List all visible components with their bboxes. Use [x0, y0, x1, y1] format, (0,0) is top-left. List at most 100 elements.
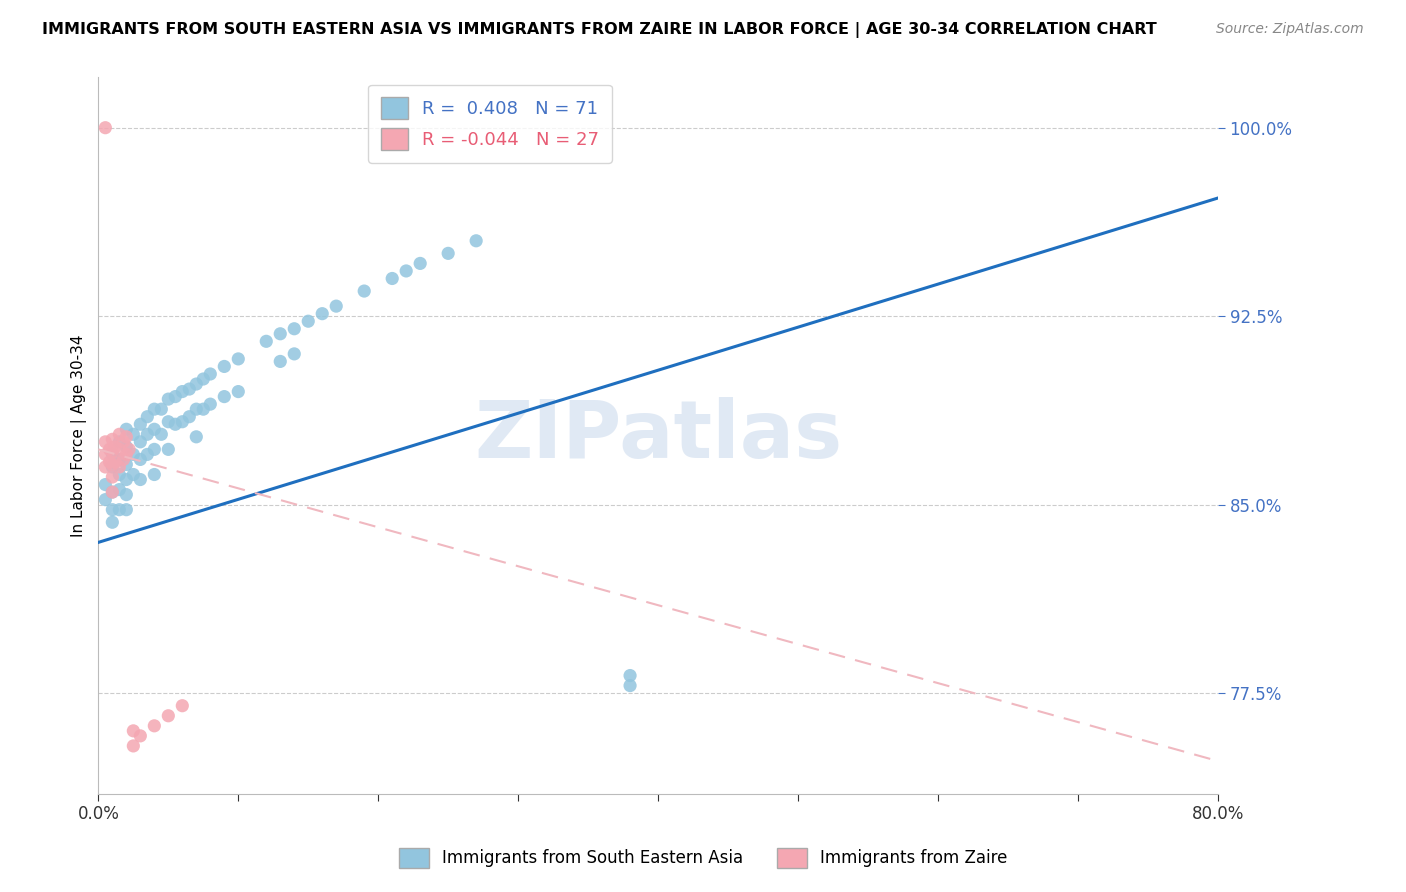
Point [186, 430, 208, 444]
Point [254, 334, 277, 349]
Point [297, 314, 319, 328]
Point [157, 708, 180, 723]
Point [122, 467, 145, 482]
Point [108, 434, 131, 449]
Point [129, 452, 152, 467]
Point [165, 390, 187, 404]
Point [186, 402, 208, 417]
Point [214, 359, 236, 374]
Point [94, 434, 117, 449]
Point [122, 447, 145, 461]
Point [122, 427, 145, 442]
Point [108, 483, 131, 497]
Point [437, 246, 460, 260]
Point [136, 427, 159, 442]
Point [101, 447, 124, 461]
Point [94, 492, 117, 507]
Point [98, 442, 121, 457]
Point [115, 440, 138, 454]
Point [101, 470, 124, 484]
Point [129, 434, 152, 449]
Point [108, 452, 131, 467]
Point [115, 447, 138, 461]
Point [283, 322, 305, 336]
Point [101, 485, 124, 500]
Point [108, 502, 131, 516]
Point [465, 234, 488, 248]
Point [108, 467, 131, 482]
Point [101, 433, 124, 447]
Point [409, 256, 432, 270]
Point [101, 502, 124, 516]
Point [104, 455, 127, 469]
Point [619, 668, 641, 682]
Point [108, 427, 131, 442]
Point [112, 452, 135, 467]
Point [172, 698, 194, 713]
Point [98, 455, 121, 469]
Point [157, 392, 180, 406]
Point [226, 351, 249, 366]
Point [108, 460, 131, 475]
Point [115, 458, 138, 472]
Point [129, 417, 152, 432]
Point [94, 120, 117, 135]
Point [157, 415, 180, 429]
Legend: Immigrants from South Eastern Asia, Immigrants from Zaire: Immigrants from South Eastern Asia, Immi… [392, 841, 1014, 875]
Point [165, 417, 187, 432]
Point [150, 427, 173, 442]
Point [200, 397, 222, 411]
Point [395, 264, 418, 278]
Point [94, 460, 117, 475]
Legend: R =  0.408   N = 71, R = -0.044   N = 27: R = 0.408 N = 71, R = -0.044 N = 27 [368, 85, 612, 163]
Text: IMMIGRANTS FROM SOUTH EASTERN ASIA VS IMMIGRANTS FROM ZAIRE IN LABOR FORCE | AGE: IMMIGRANTS FROM SOUTH EASTERN ASIA VS IM… [42, 22, 1157, 38]
Point [1249, 221, 1271, 235]
Point [94, 447, 117, 461]
Point [172, 415, 194, 429]
Point [269, 326, 291, 341]
Point [118, 442, 141, 457]
Point [136, 447, 159, 461]
Point [129, 729, 152, 743]
Point [129, 473, 152, 487]
Point [101, 445, 124, 459]
Point [104, 440, 127, 454]
Point [115, 430, 138, 444]
Point [353, 284, 375, 298]
Point [136, 409, 159, 424]
Point [311, 307, 333, 321]
Point [193, 402, 215, 417]
Point [325, 299, 347, 313]
Point [122, 723, 145, 738]
Point [143, 467, 166, 482]
Point [179, 382, 201, 396]
Point [112, 434, 135, 449]
Point [143, 442, 166, 457]
Point [115, 422, 138, 436]
Point [101, 458, 124, 472]
Y-axis label: In Labor Force | Age 30-34: In Labor Force | Age 30-34 [72, 334, 87, 537]
Point [283, 347, 305, 361]
Point [179, 409, 201, 424]
Point [143, 402, 166, 417]
Point [186, 377, 208, 392]
Point [381, 271, 404, 285]
Point [193, 372, 215, 386]
Point [150, 402, 173, 417]
Point [143, 719, 166, 733]
Text: Source: ZipAtlas.com: Source: ZipAtlas.com [1216, 22, 1364, 37]
Point [101, 485, 124, 500]
Point [101, 515, 124, 529]
Point [200, 367, 222, 381]
Point [269, 354, 291, 368]
Point [115, 488, 138, 502]
Point [115, 502, 138, 516]
Point [101, 460, 124, 475]
Point [94, 477, 117, 491]
Point [619, 679, 641, 693]
Point [172, 384, 194, 399]
Point [115, 473, 138, 487]
Point [226, 384, 249, 399]
Point [108, 442, 131, 457]
Point [157, 442, 180, 457]
